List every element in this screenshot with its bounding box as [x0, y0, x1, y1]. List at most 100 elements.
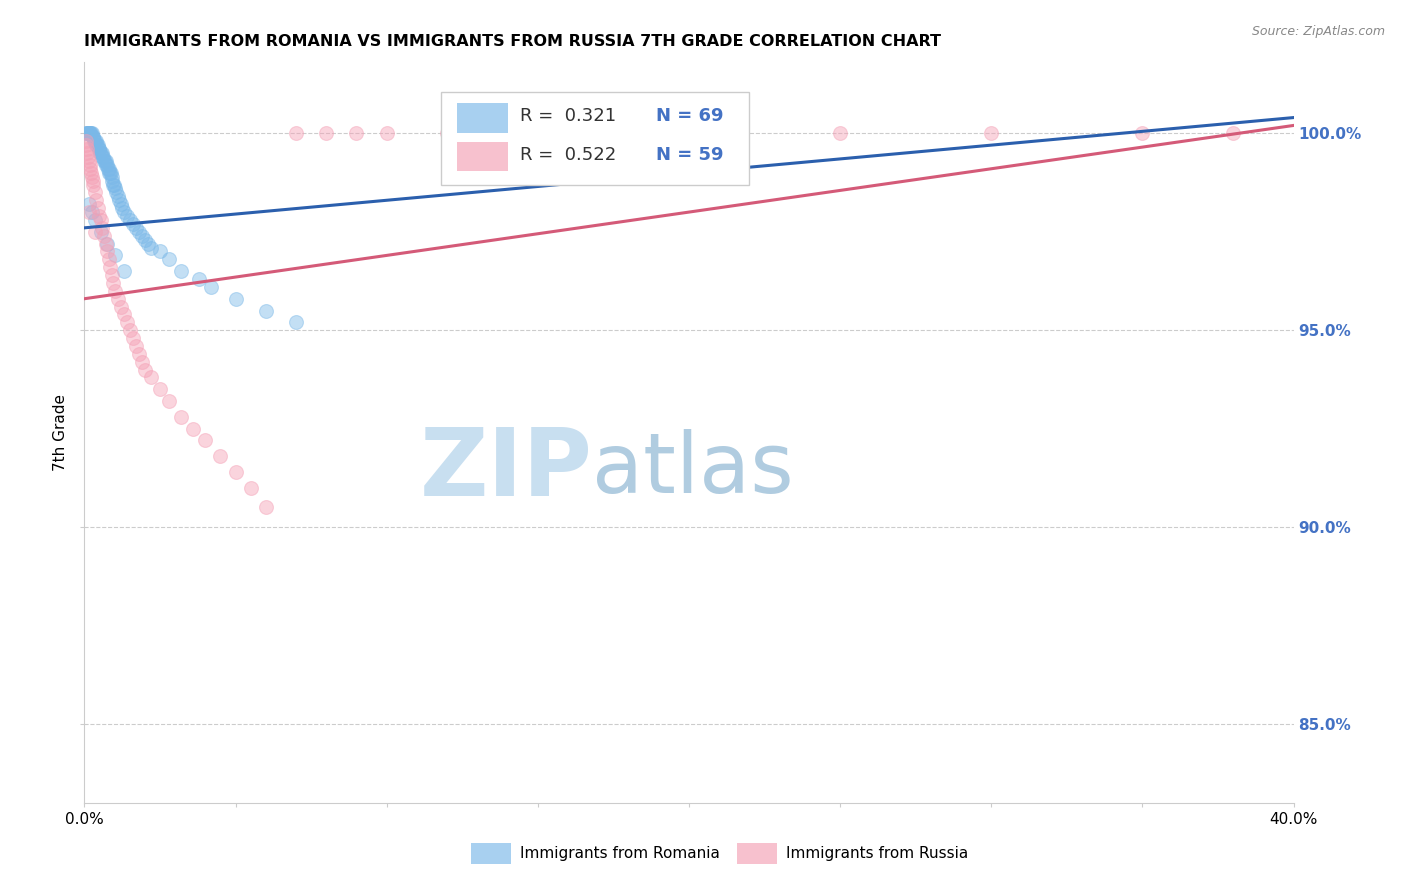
Point [225, 292, 247, 306]
Point [84, 134, 107, 148]
Point [75, 134, 97, 148]
Point [1222, 126, 1244, 140]
Point [136, 236, 159, 251]
Point [181, 422, 204, 436]
Point [101, 178, 124, 192]
Point [104, 248, 127, 262]
Point [89, 209, 111, 223]
Point [110, 300, 132, 314]
Text: N = 59: N = 59 [657, 146, 724, 164]
Point [82, 130, 104, 145]
Point [77, 205, 100, 219]
Text: atlas: atlas [592, 429, 794, 510]
Text: IMMIGRANTS FROM ROMANIA VS IMMIGRANTS FROM RUSSIA 7TH GRADE CORRELATION CHART: IMMIGRANTS FROM ROMANIA VS IMMIGRANTS FR… [84, 34, 942, 49]
Point [79, 126, 101, 140]
Point [86, 138, 108, 153]
Point [89, 146, 111, 161]
Point [87, 201, 110, 215]
Point [91, 150, 114, 164]
Point [96, 236, 118, 251]
Point [96, 158, 118, 172]
FancyBboxPatch shape [441, 92, 749, 185]
Point [76, 146, 98, 161]
Point [118, 213, 141, 227]
Point [90, 225, 112, 239]
Point [75, 126, 97, 140]
Point [98, 260, 121, 275]
Point [82, 178, 104, 192]
Point [112, 205, 135, 219]
Point [84, 186, 107, 200]
Point [209, 449, 232, 463]
Point [375, 126, 398, 140]
Point [86, 194, 108, 208]
Point [82, 173, 104, 187]
Point [87, 138, 110, 153]
Point [121, 331, 143, 345]
Point [128, 347, 150, 361]
Point [194, 434, 217, 448]
Point [254, 500, 277, 515]
Point [111, 201, 134, 215]
Point [91, 220, 114, 235]
Point [96, 244, 118, 259]
Point [285, 126, 308, 140]
Point [115, 315, 138, 329]
Point [115, 209, 138, 223]
Point [77, 126, 100, 140]
Point [80, 126, 103, 140]
Point [90, 213, 112, 227]
Point [83, 134, 105, 148]
Point [104, 284, 127, 298]
Point [100, 169, 122, 184]
Point [84, 225, 107, 239]
Point [131, 228, 153, 243]
Point [89, 142, 111, 156]
Point [157, 252, 180, 267]
Point [90, 146, 112, 161]
Point [285, 315, 308, 329]
Point [157, 394, 180, 409]
Text: Immigrants from Russia: Immigrants from Russia [786, 846, 967, 861]
Point [90, 146, 112, 161]
Point [346, 126, 368, 140]
Point [98, 166, 121, 180]
FancyBboxPatch shape [471, 843, 512, 863]
Point [98, 166, 121, 180]
Point [149, 244, 172, 259]
Point [239, 481, 262, 495]
Point [131, 355, 153, 369]
Point [80, 205, 103, 219]
Point [80, 169, 103, 184]
Point [108, 194, 131, 208]
Point [97, 161, 120, 176]
FancyBboxPatch shape [737, 843, 778, 863]
Point [91, 150, 114, 164]
Point [107, 189, 129, 203]
Point [188, 272, 211, 286]
FancyBboxPatch shape [457, 142, 508, 171]
Point [170, 409, 193, 424]
Point [125, 339, 148, 353]
Point [980, 126, 1002, 140]
Point [86, 138, 108, 153]
Point [101, 173, 124, 187]
Text: Source: ZipAtlas.com: Source: ZipAtlas.com [1251, 25, 1385, 38]
Point [77, 150, 100, 164]
Point [436, 126, 458, 140]
Point [527, 126, 550, 140]
Point [77, 153, 100, 168]
Point [79, 161, 101, 176]
Point [94, 236, 117, 251]
Point [128, 225, 150, 239]
Point [79, 126, 101, 140]
Point [225, 465, 247, 479]
Point [830, 126, 852, 140]
Point [1132, 126, 1154, 140]
Point [97, 252, 120, 267]
Point [112, 264, 135, 278]
Point [678, 126, 700, 140]
Point [121, 217, 143, 231]
Point [100, 166, 122, 180]
Point [200, 280, 222, 294]
